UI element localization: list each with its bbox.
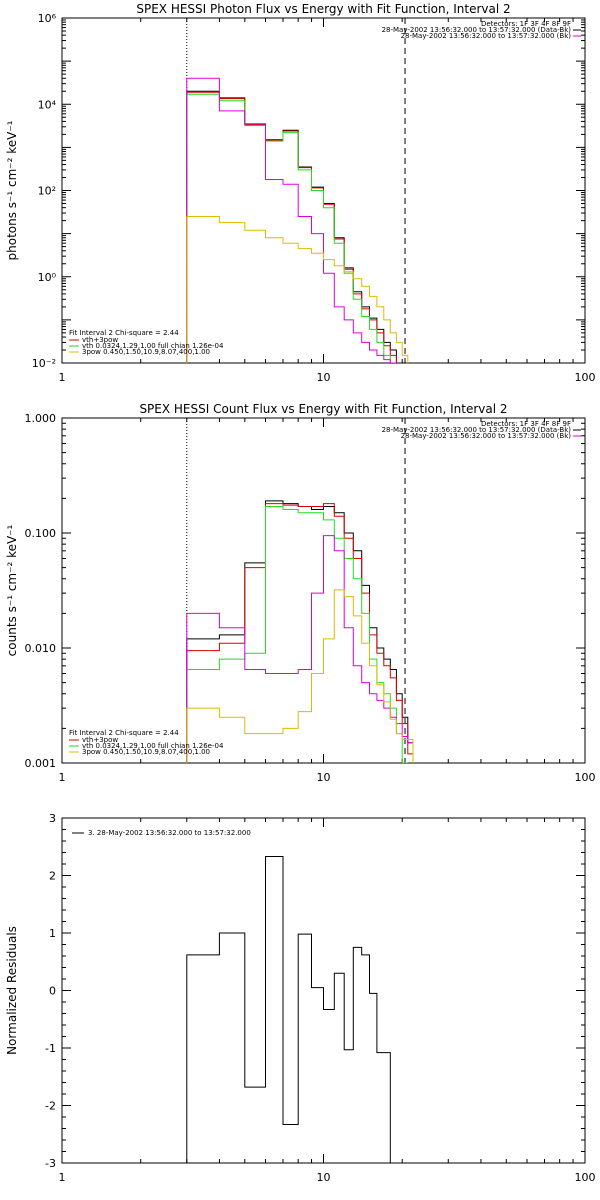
fit-legend-title: Fit Interval 2 Chi-square = 2.44	[69, 329, 179, 337]
x-tick-label: 10	[317, 1171, 331, 1184]
y-tick-label: 1.000	[25, 412, 57, 425]
y-tick-label: 10⁰	[38, 271, 57, 284]
x-tick-label: 100	[575, 771, 596, 784]
series-3-line	[186, 93, 403, 363]
y-tick-label: 2	[49, 870, 56, 883]
x-tick-label: 100	[575, 1171, 596, 1184]
y-axis-label-2: counts s⁻¹ cm⁻² keV⁻¹	[5, 524, 19, 656]
series-1-line	[186, 856, 391, 1163]
y-tick-label: 0	[49, 985, 56, 998]
chart-title-2: SPEX HESSI Count Flux vs Energy with Fit…	[139, 402, 507, 416]
y-tick-label: -3	[45, 1157, 56, 1170]
y-tick-label: 1	[49, 927, 56, 940]
series-1-line	[186, 500, 414, 763]
y-tick-label: 10⁴	[38, 98, 57, 111]
fit-legend-entry: vth 0.0324,1.29,1.00 full chian 1.26e-04	[82, 342, 224, 350]
y-tick-label: 10⁶	[38, 12, 57, 25]
series-4-line	[186, 77, 409, 363]
legend-entry: Detectors: 1F 3F 4F 8F 9F	[481, 20, 571, 28]
legend-entry: 28-May-2002 13:56:32.000 to 13:57:32.000…	[401, 32, 572, 40]
x-tick-label: 10	[317, 771, 331, 784]
fit-legend-entry: 3pow 0.450,1.50,10.9,8.07,400,1.00	[82, 348, 210, 356]
fit-legend-title: Fit Interval 2 Chi-square = 2.44	[69, 729, 179, 737]
y-tick-label: 0.100	[25, 527, 57, 540]
legend-entry: 28-May-2002 13:56:32.000 to 13:57:32.000…	[382, 26, 572, 34]
x-tick-label: 10	[317, 371, 331, 384]
x-tick-label: 1	[59, 771, 66, 784]
y-axis-label-1: photons s⁻¹ cm⁻² keV⁻¹	[5, 120, 19, 260]
legend-entry: Detectors: 1F 3F 4F 8F 9F	[481, 420, 571, 428]
legend-entry: 3. 28-May-2002 13:56:32.000 to 13:57:32.…	[88, 829, 251, 837]
series-2-line	[186, 503, 414, 763]
y-tick-label: -1	[45, 1042, 56, 1055]
y-tick-label: 0.010	[25, 642, 57, 655]
chart-title-1: SPEX HESSI Photon Flux vs Energy with Fi…	[136, 2, 510, 16]
y-tick-label: -2	[45, 1100, 56, 1113]
x-tick-label: 1	[59, 371, 66, 384]
legend-entry: 28-May-2002 13:56:32.000 to 13:57:32.000…	[401, 432, 572, 440]
series-3-line	[186, 506, 408, 763]
y-tick-label: 3	[49, 812, 56, 825]
y-tick-label: 10²	[38, 185, 56, 198]
fit-legend-entry: vth+3pow	[82, 736, 118, 744]
y-tick-label: 10⁻²	[32, 357, 56, 370]
fit-legend-entry: vth 0.0324,1.29,1.00 full chian 1.26e-04	[82, 742, 224, 750]
series-4-line	[186, 535, 414, 763]
x-tick-label: 1	[59, 1171, 66, 1184]
x-tick-label: 100	[575, 371, 596, 384]
fit-legend-entry: 3pow 0.450,1.50,10.9,8.07,400,1.00	[82, 748, 210, 756]
series-5-line	[186, 216, 414, 363]
series-5-line	[186, 589, 414, 763]
fit-legend-entry: vth+3pow	[82, 336, 118, 344]
legend-entry: 28-May-2002 13:56:32.000 to 13:57:32.000…	[382, 426, 572, 434]
y-tick-label: 0.001	[25, 757, 57, 770]
y-axis-label-3: Normalized Residuals	[5, 926, 19, 1055]
